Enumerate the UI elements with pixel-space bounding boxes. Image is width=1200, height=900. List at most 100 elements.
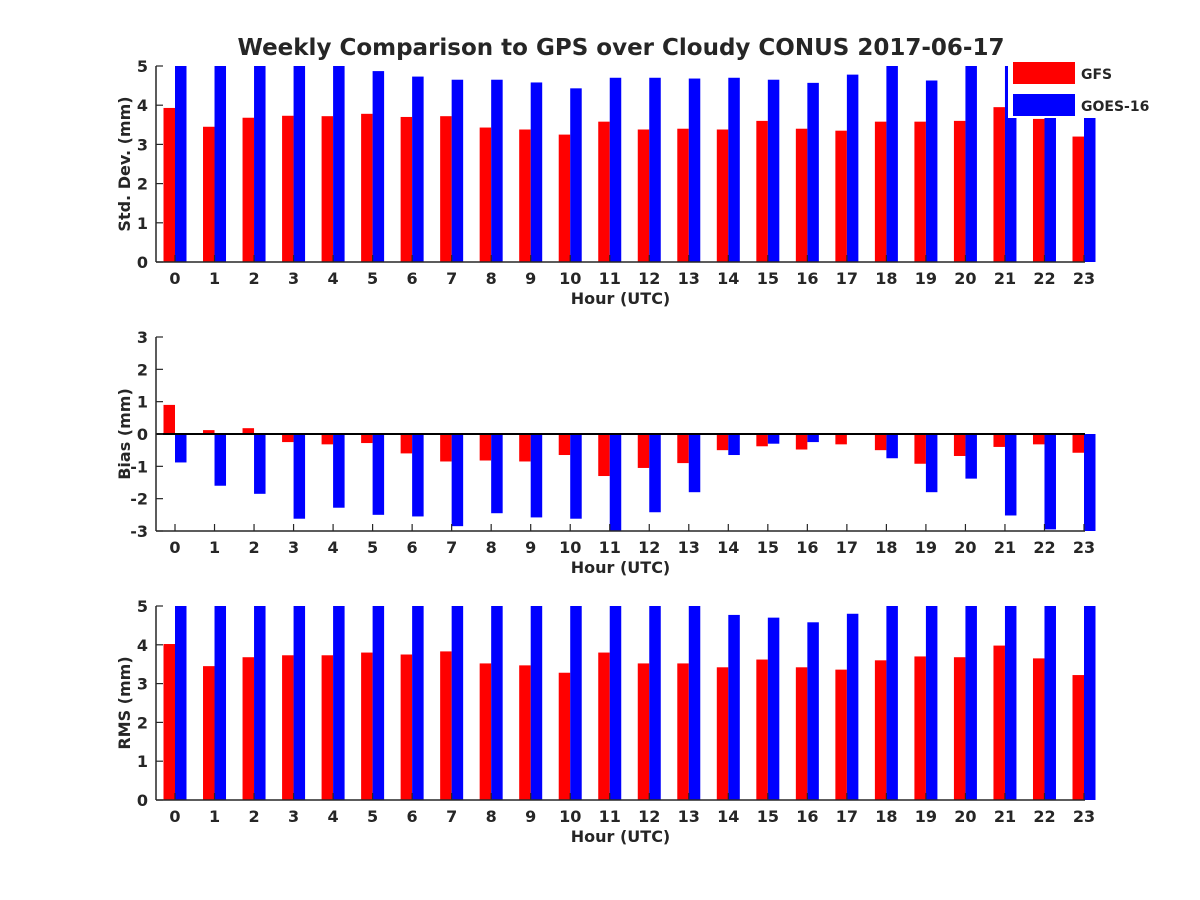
bar-goes-16-hour-15 [767, 434, 780, 444]
y-tick-label-0: 0 [137, 791, 148, 810]
bar-gfs-hour-6 [400, 116, 413, 263]
chart-title: Weekly Comparison to GPS over Cloudy CON… [238, 35, 1005, 61]
bar-gfs-hour-5 [361, 113, 373, 262]
bar-goes-16-hour-23 [1084, 606, 1096, 800]
bar-gfs-hour-10 [558, 134, 571, 262]
bar-gfs-hour-12 [637, 434, 650, 468]
y-tick-label-3: 3 [137, 328, 148, 347]
x-tick-label-4: 4 [328, 269, 339, 288]
x-tick-label-7: 7 [446, 807, 457, 826]
x-tick-label-17: 17 [836, 269, 858, 288]
bar-gfs-hour-0 [163, 107, 175, 262]
x-axis-label: Hour (UTC) [571, 558, 671, 577]
bar-gfs-hour-14 [716, 667, 729, 800]
bar-gfs-hour-7 [440, 651, 452, 800]
bar-goes-16-hour-4 [333, 434, 345, 508]
bar-gfs-hour-15 [756, 659, 768, 800]
x-tick-label-1: 1 [209, 538, 220, 557]
bar-goes-16-hour-22 [1044, 434, 1056, 530]
bar-gfs-hour-21 [993, 107, 1005, 262]
bar-goes-16-hour-5 [372, 71, 385, 262]
bar-goes-16-hour-0 [175, 66, 187, 262]
bar-gfs-hour-9 [519, 129, 531, 262]
x-tick-label-8: 8 [486, 538, 497, 557]
bar-gfs-hour-18 [874, 660, 887, 800]
x-tick-label-8: 8 [486, 807, 497, 826]
bar-goes-16-hour-10 [570, 434, 582, 519]
bar-gfs-hour-13 [677, 128, 689, 262]
bar-gfs-hour-23 [1072, 136, 1084, 262]
y-tick-label-3: 3 [137, 135, 148, 154]
x-tick-label-11: 11 [599, 269, 621, 288]
bar-goes-16-hour-11 [609, 77, 622, 262]
bar-gfs-hour-4 [321, 434, 334, 445]
bar-goes-16-hour-12 [649, 434, 661, 513]
bar-goes-16-hour-1 [214, 434, 227, 486]
bar-goes-16-hour-13 [688, 434, 701, 493]
bar-goes-16-hour-18 [886, 434, 898, 459]
bar-goes-16-hour-17 [846, 613, 859, 800]
bar-gfs-hour-22 [1032, 658, 1045, 800]
x-tick-label-5: 5 [367, 269, 378, 288]
bar-gfs-hour-16 [795, 128, 808, 262]
x-tick-label-2: 2 [248, 807, 259, 826]
bar-goes-16-hour-13 [688, 78, 701, 262]
y-tick-label-1: 1 [137, 214, 148, 233]
x-tick-label-0: 0 [169, 807, 180, 826]
bar-goes-16-hour-6 [412, 606, 424, 800]
bar-gfs-hour-18 [874, 121, 887, 262]
bar-gfs-hour-7 [440, 116, 452, 263]
legend-swatch-goes-16 [1013, 94, 1075, 116]
x-tick-label-14: 14 [717, 807, 739, 826]
x-tick-label-14: 14 [717, 269, 739, 288]
bar-gfs-hour-11 [598, 121, 610, 262]
bar-gfs-hour-23 [1072, 434, 1084, 453]
x-tick-label-20: 20 [954, 269, 976, 288]
y-tick-label-0: 0 [137, 425, 148, 444]
x-tick-label-12: 12 [638, 269, 660, 288]
bar-goes-16-hour-8 [491, 434, 503, 514]
x-tick-label-17: 17 [836, 807, 858, 826]
x-tick-label-2: 2 [248, 538, 259, 557]
bar-gfs-hour-2 [242, 657, 255, 800]
x-tick-label-0: 0 [169, 538, 180, 557]
x-axis-label: Hour (UTC) [571, 289, 671, 308]
bar-gfs-hour-8 [479, 434, 492, 461]
bar-goes-16-hour-13 [688, 606, 701, 800]
bar-gfs-hour-13 [677, 434, 689, 464]
x-tick-label-13: 13 [678, 538, 700, 557]
x-tick-label-22: 22 [1033, 807, 1055, 826]
bar-goes-16-hour-10 [570, 88, 582, 262]
bar-gfs-hour-3 [282, 115, 294, 262]
bar-gfs-hour-12 [637, 663, 650, 800]
bar-goes-16-hour-9 [530, 82, 543, 263]
bar-gfs-hour-15 [756, 120, 768, 262]
x-tick-label-12: 12 [638, 538, 660, 557]
x-tick-label-19: 19 [915, 269, 937, 288]
x-tick-label-1: 1 [209, 269, 220, 288]
bar-goes-16-hour-1 [214, 66, 227, 262]
bar-gfs-hour-23 [1072, 675, 1084, 800]
x-tick-label-9: 9 [525, 538, 536, 557]
bar-goes-16-hour-7 [451, 434, 464, 527]
y-tick-label-2: 2 [137, 175, 148, 194]
bar-gfs-hour-9 [519, 434, 531, 462]
bar-goes-16-hour-22 [1044, 66, 1056, 262]
bar-gfs-hour-13 [677, 663, 689, 800]
bar-goes-16-hour-3 [293, 66, 306, 262]
bar-goes-16-hour-7 [451, 606, 464, 800]
bar-gfs-hour-9 [519, 665, 531, 800]
bar-gfs-hour-14 [716, 129, 729, 262]
bar-gfs-hour-1 [203, 126, 215, 262]
x-tick-label-9: 9 [525, 807, 536, 826]
bar-gfs-hour-19 [914, 434, 926, 464]
bar-goes-16-hour-16 [807, 434, 819, 443]
x-tick-label-15: 15 [757, 269, 779, 288]
y-tick-label-5: 5 [137, 597, 148, 616]
x-tick-label-10: 10 [559, 807, 581, 826]
bar-goes-16-hour-2 [254, 434, 266, 494]
x-tick-label-16: 16 [796, 807, 818, 826]
x-tick-label-8: 8 [486, 269, 497, 288]
